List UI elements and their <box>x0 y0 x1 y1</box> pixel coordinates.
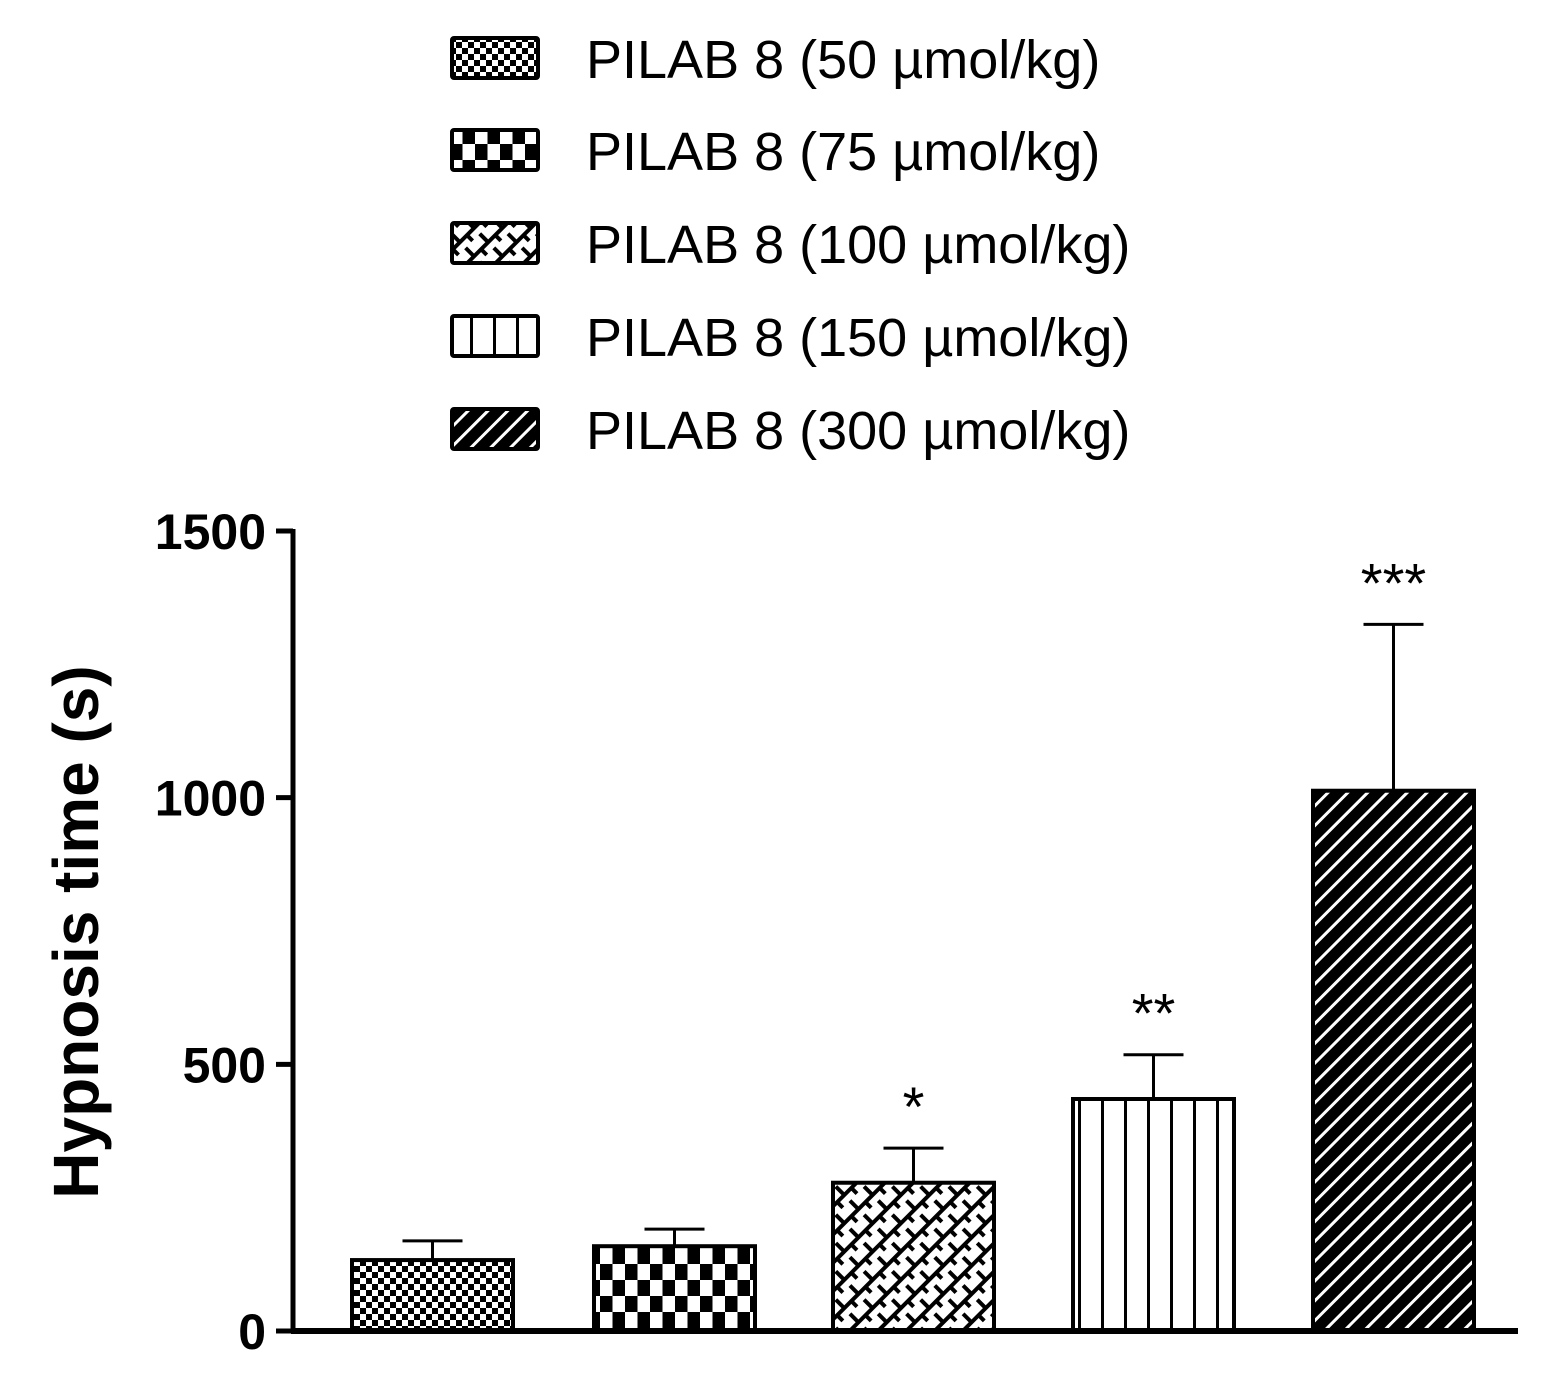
legend-label: PILAB 8 (150 µmol/kg) <box>586 308 1131 368</box>
y-axis-label: Hypnosis time (s) <box>40 665 112 1198</box>
legend-swatch <box>450 221 540 265</box>
legend-label: PILAB 8 (300 µmol/kg) <box>586 401 1131 461</box>
y-tick-label: 1500 <box>155 504 266 560</box>
significance-label: * <box>903 1075 925 1138</box>
legend-swatch <box>450 314 540 358</box>
legend-label: PILAB 8 (50 µmol/kg) <box>586 30 1101 90</box>
legend-swatch <box>450 407 540 451</box>
y-tick-label: 1000 <box>155 771 266 827</box>
bar-4 <box>1311 788 1476 1333</box>
bar-3 <box>1071 1097 1236 1333</box>
significance-label: *** <box>1361 551 1426 614</box>
legend-item: PILAB 8 (100 µmol/kg) <box>450 215 1270 275</box>
legend-label: PILAB 8 (75 µmol/kg) <box>586 122 1101 182</box>
bar-1 <box>592 1244 757 1333</box>
legend-swatch <box>450 128 540 172</box>
legend-item: PILAB 8 (50 µmol/kg) <box>450 30 1270 90</box>
legend-swatch <box>450 36 540 80</box>
bar-2 <box>831 1180 996 1333</box>
legend-item: PILAB 8 (300 µmol/kg) <box>450 401 1270 461</box>
legend-item: PILAB 8 (75 µmol/kg) <box>450 122 1270 182</box>
legend-item: PILAB 8 (150 µmol/kg) <box>450 308 1270 368</box>
y-tick-label: 0 <box>238 1304 266 1360</box>
bar-0 <box>350 1258 515 1333</box>
significance-label: ** <box>1132 982 1176 1045</box>
y-tick-label: 500 <box>183 1037 266 1093</box>
legend-label: PILAB 8 (100 µmol/kg) <box>586 215 1131 275</box>
